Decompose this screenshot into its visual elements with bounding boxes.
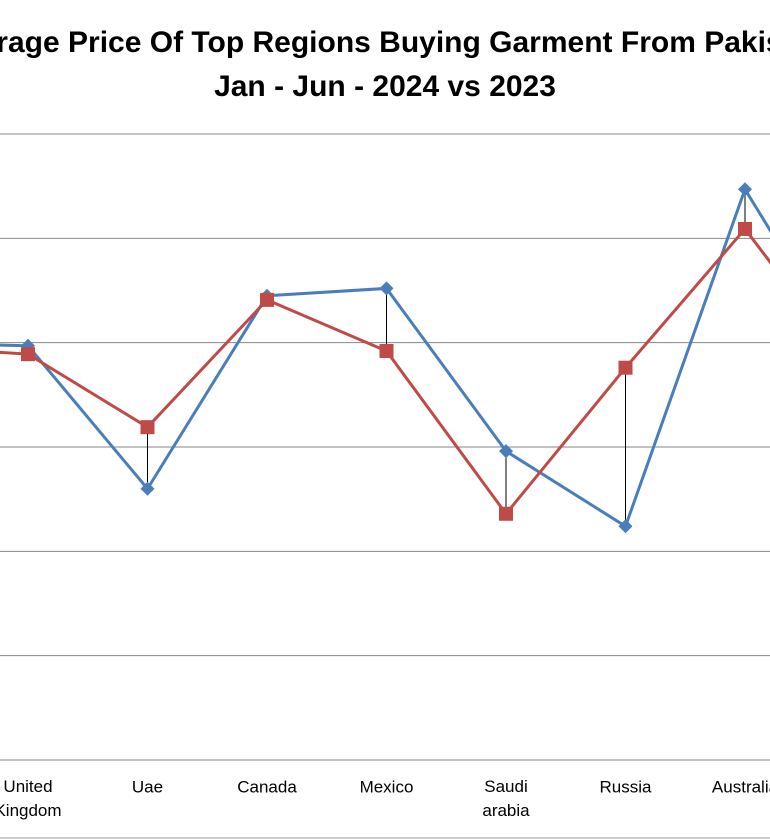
x-tick-label: Mexico [360, 777, 414, 796]
x-tick-label: Canada [237, 777, 297, 796]
x-tick-label: United Kingdom [0, 777, 62, 820]
marker [140, 420, 155, 435]
marker [21, 347, 35, 362]
chart-subtitle: Jan - Jun - 2024 vs 2023 [214, 70, 556, 103]
marker [618, 360, 633, 375]
chart-title: Average Price Of Top Regions Buying Garm… [0, 26, 770, 59]
x-tick-label: Uae [132, 777, 163, 796]
marker [379, 281, 394, 296]
x-tick-label: Australia [712, 777, 770, 796]
series-line [0, 227, 770, 516]
x-tick-label: Russia [600, 777, 653, 796]
marker [379, 344, 394, 359]
marker [260, 292, 274, 307]
marker [618, 519, 633, 534]
x-tick-label: Saudi arabia [482, 777, 530, 820]
marker [499, 506, 513, 521]
marker [140, 481, 155, 496]
marker [499, 444, 513, 459]
marker [738, 182, 752, 197]
marker [738, 221, 752, 236]
